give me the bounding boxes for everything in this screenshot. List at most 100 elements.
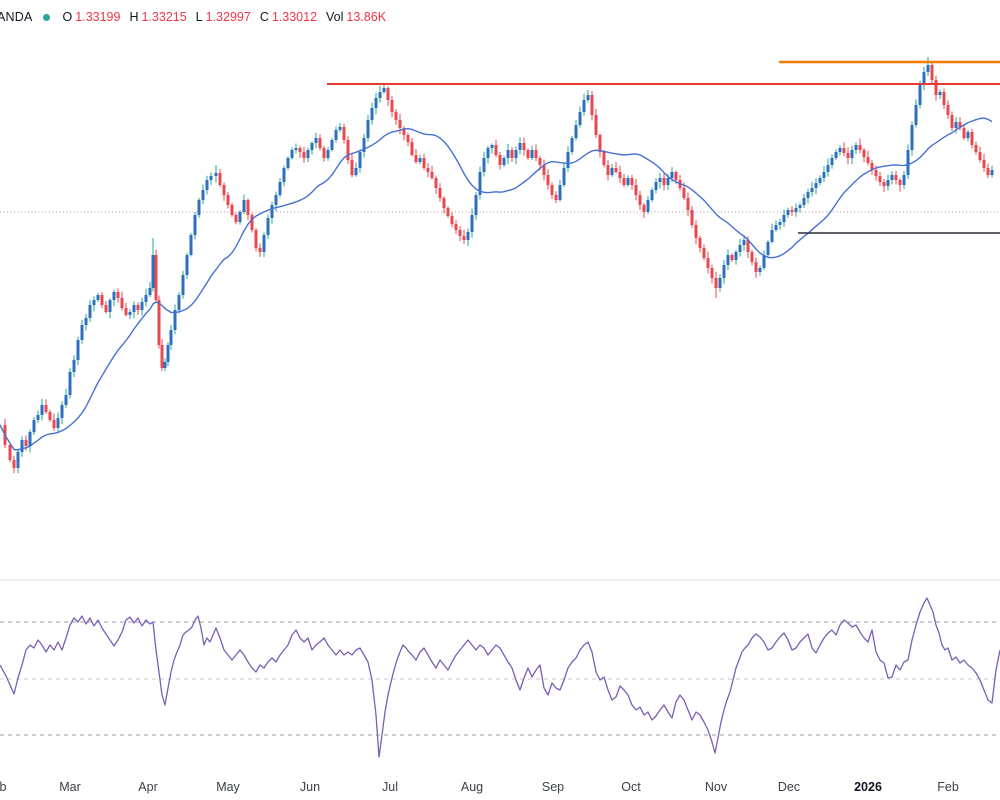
candle (874, 170, 878, 176)
candle (446, 208, 450, 216)
candle (750, 252, 754, 262)
candle (770, 230, 774, 242)
candle (654, 182, 658, 190)
candle (230, 205, 234, 215)
candle (32, 420, 36, 432)
candle (790, 210, 794, 212)
candle (946, 105, 950, 115)
moving-average-line[interactable] (0, 117, 993, 451)
candle (246, 200, 250, 215)
candle (862, 150, 866, 157)
candle (286, 158, 290, 168)
candle (766, 242, 770, 255)
candle (962, 128, 966, 138)
candle (28, 432, 32, 446)
candle (610, 168, 614, 175)
candle (160, 345, 164, 368)
candle (898, 180, 902, 185)
candle (822, 172, 826, 178)
candle (56, 418, 60, 428)
ohlc-field-label: C (259, 10, 269, 24)
candle (742, 240, 746, 245)
candle (786, 210, 790, 215)
candle (950, 115, 954, 128)
candle (108, 300, 112, 312)
ohlc-fields: O 1.33199 H 1.33215 L 1.32997 C 1.33012 Vol 13.86… (63, 10, 396, 24)
candle (426, 168, 430, 172)
candle (242, 200, 246, 212)
candle (454, 224, 458, 230)
candle (706, 258, 710, 268)
candle (974, 145, 978, 152)
candle (606, 165, 610, 175)
candle (250, 215, 254, 230)
symbol-name[interactable]: ANDA (0, 10, 33, 24)
candle (754, 262, 758, 272)
candle (866, 157, 870, 163)
ohlc-field-value: 1.33012 (271, 10, 318, 24)
candle (438, 188, 442, 198)
candle (722, 265, 726, 278)
candle (530, 150, 534, 158)
candle (602, 152, 606, 165)
candle (838, 148, 842, 152)
candle (306, 150, 310, 158)
time-axis[interactable]: b Mar Apr May Jun Jul Aug Sep Oct Nov Dec 2026 Feb (0, 779, 1000, 800)
candle (714, 278, 718, 288)
candle (806, 192, 810, 198)
candle (209, 176, 213, 180)
candle (214, 173, 218, 176)
candle (350, 160, 354, 175)
candle (490, 145, 494, 148)
ohlc-field-label: Vol (326, 10, 344, 24)
candle (16, 452, 20, 468)
candle (674, 172, 678, 180)
ohlc-field-label: O (62, 10, 73, 24)
candle (534, 150, 538, 158)
candle (830, 158, 834, 165)
candle (474, 195, 478, 215)
candle (40, 405, 44, 415)
time-axis-label: Mar (59, 780, 81, 794)
candle (36, 415, 40, 420)
candle (406, 135, 410, 142)
pane-separator[interactable] (0, 579, 1000, 581)
symbol-legend: ANDA O 1.33199 H 1.33215 L 1.32997 C 1.33012 Vol… (0, 8, 395, 26)
candle (314, 138, 318, 143)
candle (890, 175, 894, 180)
candle (418, 158, 422, 162)
candle (193, 215, 197, 235)
candle (906, 150, 910, 175)
candle (254, 230, 258, 248)
candle (370, 108, 374, 120)
candle (354, 168, 358, 175)
candle (80, 325, 84, 340)
candle (342, 127, 346, 140)
candle (726, 255, 730, 265)
candle (458, 230, 462, 236)
rsi-line[interactable] (0, 597, 1000, 758)
candle (762, 255, 766, 268)
candle (450, 216, 454, 224)
candle (362, 138, 366, 152)
candle (414, 155, 418, 162)
candle (958, 122, 962, 128)
candle (938, 92, 942, 95)
candle (258, 248, 262, 252)
candle (358, 152, 362, 168)
candle (76, 340, 80, 360)
candle (574, 125, 578, 138)
candle (558, 185, 562, 200)
market-status-icon (42, 13, 50, 21)
candle (205, 180, 209, 190)
candle (834, 152, 838, 158)
candle (554, 195, 558, 200)
candle (290, 150, 294, 158)
candle (970, 132, 974, 145)
candle (494, 145, 498, 155)
candle (914, 105, 918, 125)
candle (650, 190, 654, 200)
candle (100, 295, 104, 305)
candle (274, 195, 278, 205)
